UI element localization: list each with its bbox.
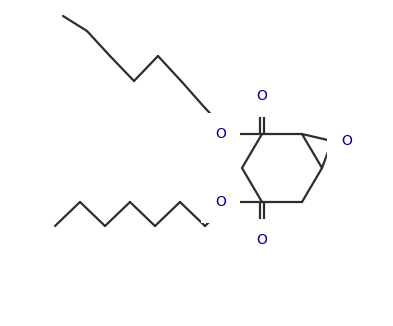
Text: O: O [257,89,268,103]
Text: O: O [257,233,268,247]
Text: O: O [215,195,226,209]
Text: O: O [341,134,352,148]
Text: O: O [215,127,226,141]
